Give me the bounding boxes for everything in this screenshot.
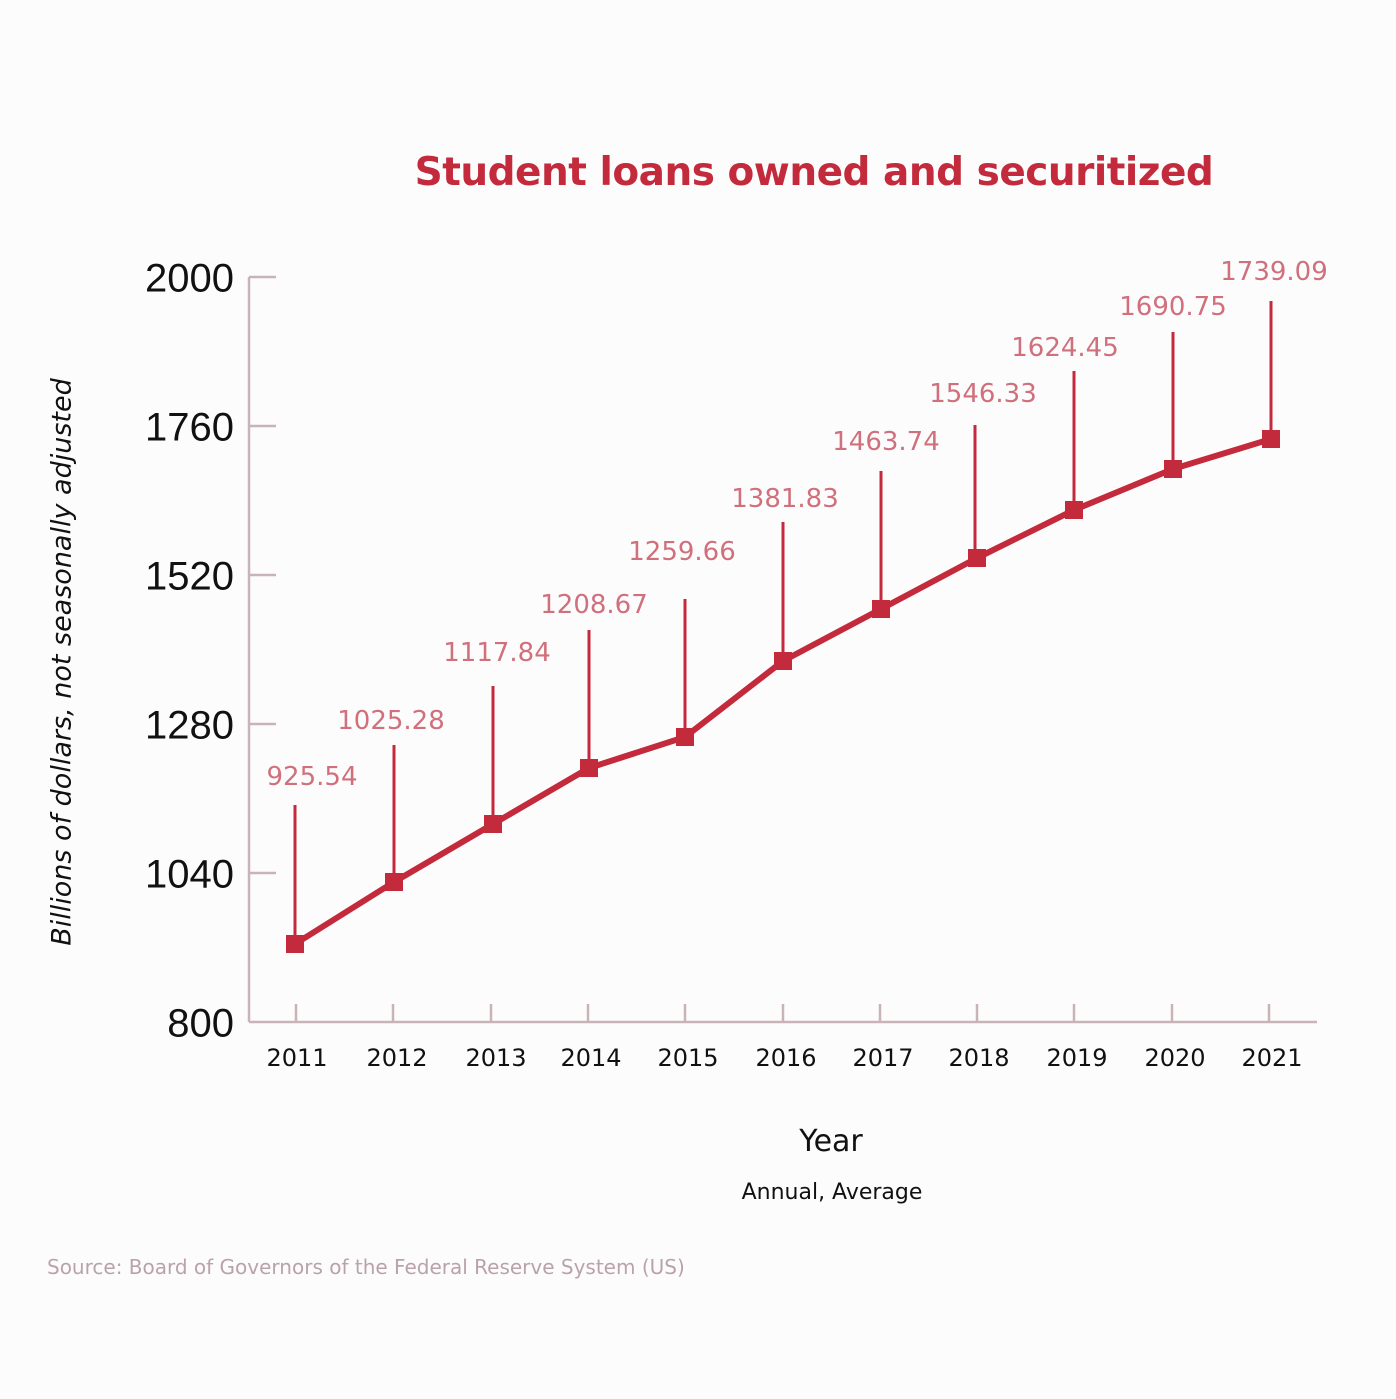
x-tick-label: 2017 [852,1044,914,1072]
x-tick-label: 2016 [755,1044,817,1072]
data-label: 1208.67 [540,590,648,620]
x-tick-label: 2021 [1241,1044,1303,1072]
data-point-marker [385,873,403,891]
data-point-marker [968,549,986,567]
y-tick-label: 1520 [145,554,234,599]
chart-title: Student loans owned and securitized [414,150,1214,195]
axes [247,275,1317,1024]
data-point-marker [1065,501,1083,519]
data-point-marker [872,600,890,618]
x-tick-label: 2013 [465,1044,527,1072]
data-point-marker [580,759,598,777]
data-point-marker [1164,460,1182,478]
x-tick-label: 2015 [657,1044,719,1072]
x-tick-label: 2012 [366,1044,428,1072]
data-label: 1381.83 [731,484,839,514]
x-tick-label: 2011 [266,1044,328,1072]
x-tick-label: 2018 [948,1044,1010,1072]
data-label: 925.54 [266,762,358,792]
y-tick-label: 1040 [145,852,234,897]
x-tick-label: 2019 [1046,1044,1108,1072]
y-tick-label: 2000 [145,256,234,301]
source-note: Source: Board of Governors of the Federa… [47,1255,685,1279]
annotation-stems [293,301,1273,944]
data-label: 1117.84 [443,638,551,668]
data-label: 1463.74 [832,427,940,457]
data-point-marker [774,652,792,670]
data-point-marker [484,815,502,833]
x-tick-label: 2020 [1144,1044,1206,1072]
x-axis-sublabel: Annual, Average [741,1180,923,1205]
data-label: 1690.75 [1119,292,1227,322]
data-point-marker [676,728,694,746]
data-label: 1259.66 [628,537,736,567]
y-tick-label: 800 [167,1001,234,1046]
data-label: 1546.33 [929,379,1037,409]
data-point-marker [286,935,304,953]
data-label: 1739.09 [1220,257,1328,287]
series-line [293,436,1272,947]
series-markers [286,430,1280,953]
y-tick-label: 1280 [145,703,234,748]
data-label: 1624.45 [1011,333,1119,363]
data-point-marker [1262,430,1280,448]
data-label: 1025.28 [337,706,445,736]
y-tick-label: 1760 [145,405,234,450]
x-tick-label: 2014 [560,1044,622,1072]
x-axis-label: Year [799,1124,863,1159]
